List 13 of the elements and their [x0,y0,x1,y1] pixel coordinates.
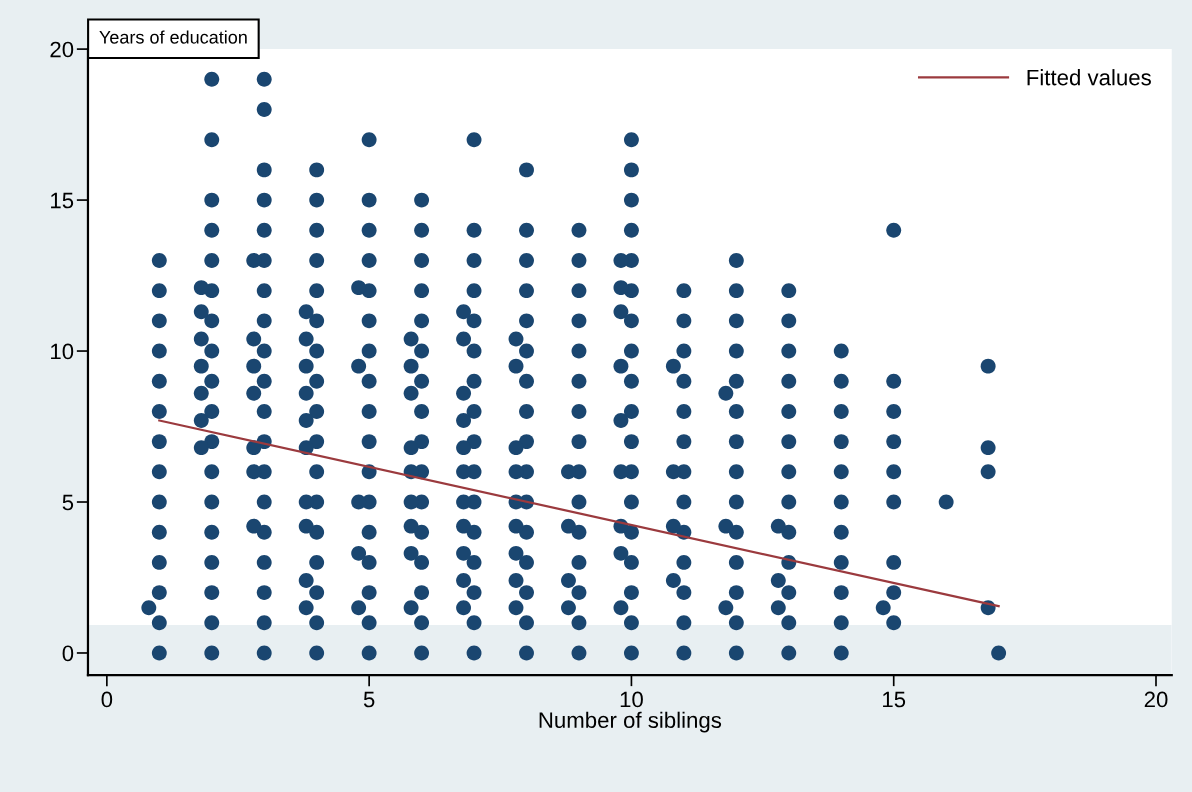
y-axis-title: Years of education [99,30,247,44]
x-tick-label: 5 [363,691,375,708]
x-tick-label: 20 [1144,691,1168,708]
x-axis-title: Number of siblings [539,711,722,733]
x-tick-label: 10 [620,691,643,708]
y-tick-label: 0 [62,645,74,662]
legend-label: Fitted values [1027,69,1151,86]
y-tick-label: 10 [51,343,74,360]
y-tick-label: 5 [62,494,74,511]
x-tick-label: 0 [101,691,113,708]
y-tick-label: 15 [51,192,74,209]
y-tick-label: 20 [50,41,74,58]
x-tick-label: 15 [883,691,906,708]
